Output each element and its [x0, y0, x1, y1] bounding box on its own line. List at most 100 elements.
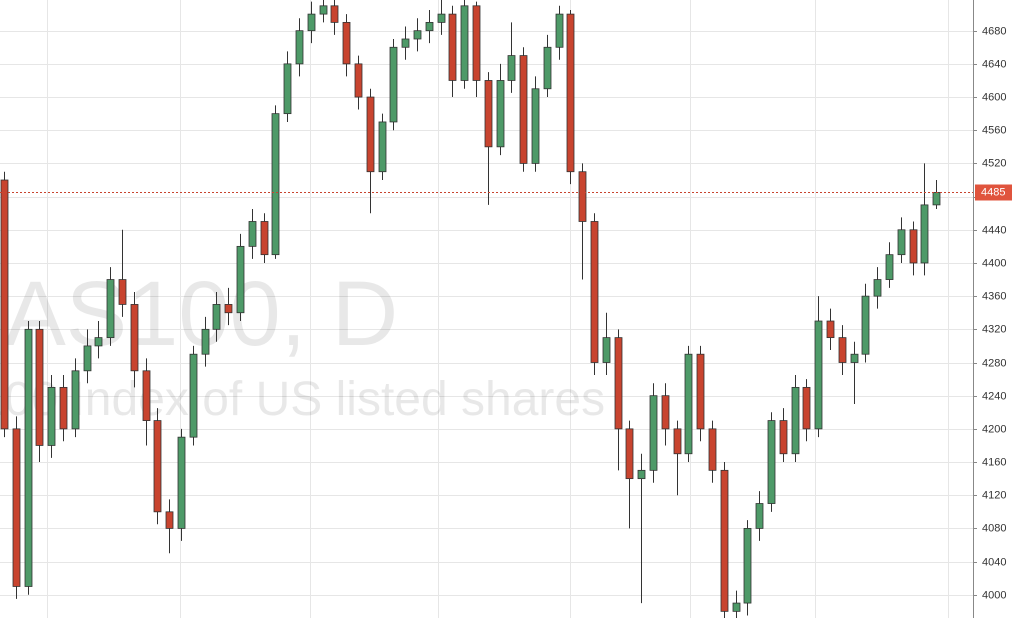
candle-body: [861, 295, 870, 355]
candle-body: [519, 55, 528, 164]
watermark-title: NAS100, D: [0, 263, 398, 365]
candle-body: [555, 13, 564, 48]
candle-body: [531, 88, 540, 164]
candle-body: [319, 5, 328, 15]
candle-body: [94, 337, 103, 347]
candle-body: [83, 345, 92, 372]
candle-body: [378, 121, 387, 173]
candle-body: [236, 245, 245, 314]
candle-body: [850, 353, 859, 363]
y-tick-label: 4360: [982, 290, 1006, 302]
candle-body: [897, 229, 906, 256]
candle-body: [342, 21, 351, 65]
y-tick-label: 4680: [982, 25, 1006, 37]
candle-body: [779, 420, 788, 455]
y-tick-label: 4440: [982, 224, 1006, 236]
candle-body: [248, 221, 257, 247]
candle-body: [307, 13, 316, 32]
candle-body: [437, 13, 446, 23]
candle-body: [47, 386, 56, 446]
candle-body: [566, 13, 575, 173]
candle-body: [661, 395, 670, 430]
candle-body: [732, 602, 741, 612]
candle-body: [838, 337, 847, 363]
y-tick-label: 4520: [982, 157, 1006, 169]
y-tick-label: 4400: [982, 257, 1006, 269]
candle-body: [460, 5, 469, 81]
candle-body: [35, 328, 44, 446]
candle-body: [283, 63, 292, 115]
candle-body: [366, 96, 375, 173]
y-tick-label: 4200: [982, 423, 1006, 435]
candle-body: [720, 469, 729, 612]
candle-body: [12, 428, 21, 587]
candle-body: [413, 30, 422, 40]
y-tick-label: 4040: [982, 556, 1006, 568]
y-tick-label: 4240: [982, 390, 1006, 402]
watermark-subtitle: NASDAQ 100 Index of US listed shares: [0, 373, 605, 426]
candle-body: [224, 304, 233, 314]
candle-body: [767, 420, 776, 504]
y-tick-label: 4560: [982, 124, 1006, 136]
candle-body: [212, 304, 221, 330]
candle-body: [271, 113, 280, 256]
candle-body: [791, 386, 800, 455]
y-tick-label: 4000: [982, 589, 1006, 601]
candle-body: [755, 503, 764, 529]
candle-body: [472, 5, 481, 81]
candle-body: [59, 386, 68, 430]
candle-body: [401, 38, 410, 48]
candle-body: [614, 337, 623, 430]
candle-body: [625, 428, 634, 480]
candle-body: [696, 353, 705, 430]
candle-body: [330, 5, 339, 23]
y-tick-label: 4280: [982, 357, 1006, 369]
y-tick-label: 4640: [982, 58, 1006, 70]
candle-body: [130, 304, 139, 372]
last-price-label: 4485: [981, 186, 1005, 198]
candle-body: [684, 353, 693, 455]
candle-body: [590, 221, 599, 363]
candle-body: [814, 320, 823, 430]
candle-body: [826, 320, 835, 339]
candle-body: [295, 30, 304, 65]
candle-body: [165, 511, 174, 529]
candle-body: [932, 192, 941, 206]
candle-body: [24, 328, 33, 587]
candle-body: [260, 221, 269, 256]
candle-body: [0, 179, 9, 430]
candle-body: [425, 21, 434, 32]
candle-body: [649, 395, 658, 471]
candle-body: [708, 428, 717, 471]
y-tick-label: 4320: [982, 323, 1006, 335]
candle-body: [118, 279, 127, 305]
candle-body: [673, 428, 682, 455]
candle-body: [543, 46, 552, 90]
candle-body: [602, 337, 611, 363]
candle-body: [802, 386, 811, 430]
candle-body: [71, 370, 80, 430]
candle-body: [637, 469, 646, 480]
candle-body: [496, 80, 505, 148]
candle-body: [106, 279, 115, 339]
candle-body: [354, 63, 363, 98]
y-tick-label: 4600: [982, 91, 1006, 103]
candle-body: [885, 254, 894, 280]
y-tick-label: 4080: [982, 522, 1006, 534]
candle-body: [743, 528, 752, 604]
candle-body: [448, 13, 457, 81]
candle-body: [484, 80, 493, 148]
y-tick-label: 4120: [982, 489, 1006, 501]
last-price-tag: [975, 184, 1012, 201]
candle-body: [909, 229, 918, 264]
candle-body: [507, 55, 516, 81]
candle-body: [142, 370, 151, 421]
candle-body: [153, 420, 162, 513]
candle-body: [578, 171, 587, 222]
candle-body: [389, 46, 398, 123]
y-tick-label: 4160: [982, 456, 1006, 468]
candle-body: [189, 353, 198, 438]
candle-body: [201, 328, 210, 355]
candle-body: [873, 279, 882, 297]
candle-body: [920, 204, 929, 264]
